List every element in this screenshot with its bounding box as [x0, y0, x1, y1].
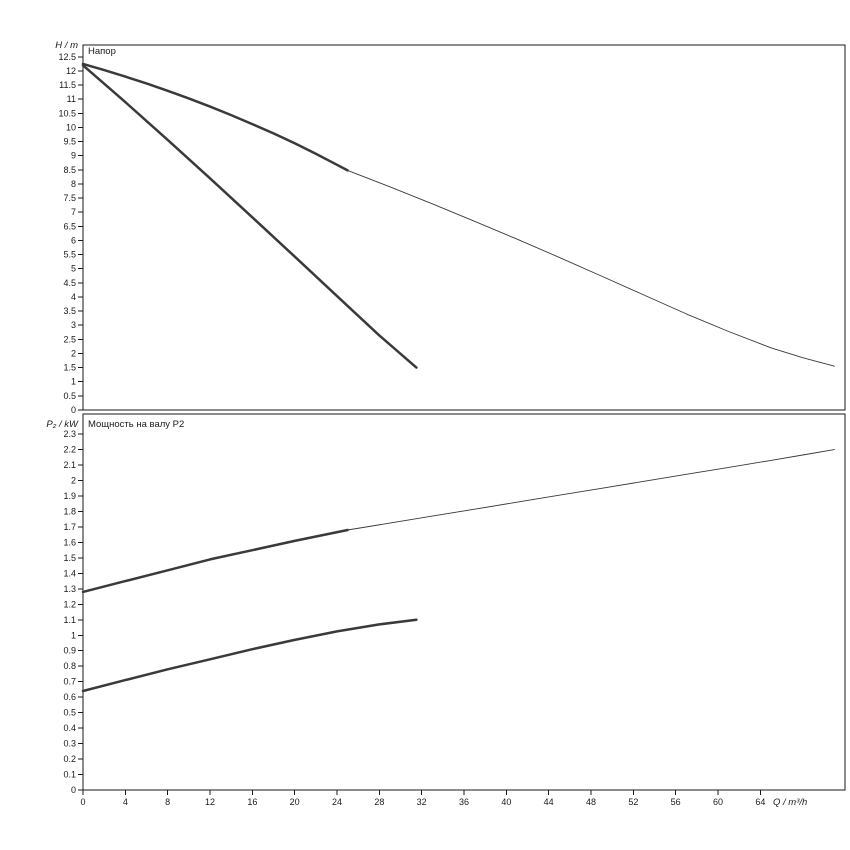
x-tick-label: 44 [544, 797, 554, 807]
power-y-tick-label: 1.1 [63, 615, 76, 625]
power-y-tick-label: 0.2 [63, 754, 76, 764]
power-y-tick-label: 1 [71, 630, 76, 640]
head-y-tick-label: 5 [71, 264, 76, 274]
power-y-tick-label: 1.2 [63, 599, 76, 609]
power-y-tick-label: 1.4 [63, 568, 76, 578]
x-tick-label: 12 [205, 797, 215, 807]
x-tick-label: 32 [417, 797, 427, 807]
x-tick-label: 40 [501, 797, 511, 807]
head-y-tick-label: 4 [71, 292, 76, 302]
head-y-tick-label: 9.5 [63, 137, 76, 147]
power-y-tick-label: 1.3 [63, 584, 76, 594]
flow-axis-unit-label: Q / m³/h [773, 797, 807, 808]
head-y-tick-label: 11.5 [59, 80, 76, 90]
power-curve-steep [81, 618, 418, 693]
power-y-tick-label: 1.9 [63, 491, 76, 501]
power-y-tick-label: 2.2 [63, 445, 76, 455]
power-y-tick-label: 2.1 [63, 460, 76, 470]
head-y-tick-label: 2 [71, 348, 76, 358]
head-y-tick-label: 6.5 [63, 221, 76, 231]
power-plot-border [82, 413, 846, 791]
head-y-tick-label: 3 [71, 320, 76, 330]
chart-layer: 00.511.522.533.544.555.566.577.588.599.5… [58, 44, 846, 807]
power-y-tick-label: 0.1 [63, 770, 76, 780]
head-y-tick-label: 2.5 [63, 334, 76, 344]
x-tick-label: 64 [755, 797, 765, 807]
head-y-tick-label: 11 [67, 94, 76, 104]
power-y-tick-label: 0.5 [63, 708, 76, 718]
x-tick-label: 36 [459, 797, 469, 807]
power-y-tick-label: 0.3 [63, 739, 76, 749]
x-tick-label: 56 [671, 797, 681, 807]
x-tick-label: 28 [374, 797, 384, 807]
power-y-tick-label: 0.4 [63, 723, 76, 733]
power-y-tick-label: 0.6 [63, 692, 76, 702]
power-axis-unit-label: P₂ / kW [46, 419, 79, 430]
power-y-tick-label: 1.6 [63, 537, 76, 547]
head-y-tick-label: 8.5 [63, 165, 76, 175]
power-curve-max-speed-solid [81, 528, 349, 594]
head-chart-title: Напор [88, 46, 116, 57]
head-y-tick-label: 8 [71, 179, 76, 189]
head-y-tick-label: 5.5 [63, 250, 76, 260]
head-y-tick-label: 12 [66, 66, 76, 76]
power-chart-title: Мощность на валу P2 [88, 419, 184, 430]
power-y-tick-label: 0 [71, 785, 76, 795]
head-y-tick-label: 0.5 [63, 391, 76, 401]
head-y-tick-label: 12.5 [58, 52, 76, 62]
power-y-tick-label: 1.5 [63, 553, 76, 563]
power-y-tick-label: 2.3 [63, 429, 76, 439]
head-y-tick-label: 9 [71, 151, 76, 161]
head-y-tick-label: 3.5 [63, 306, 76, 316]
x-tick-label: 0 [80, 797, 85, 807]
head-curve-max-speed-solid [81, 62, 349, 172]
power-y-tick-label: 2 [71, 476, 76, 486]
head-y-tick-label: 6 [71, 235, 76, 245]
head-y-tick-label: 4.5 [63, 278, 76, 288]
head-axis-unit-label: H / m [55, 40, 78, 51]
x-tick-label: 24 [332, 797, 342, 807]
x-tick-label: 8 [165, 797, 170, 807]
head-y-tick-label: 7.5 [63, 193, 76, 203]
power-y-tick-label: 1.8 [63, 506, 76, 516]
head-curve-max-speed-extension [347, 169, 835, 367]
x-tick-label: 20 [290, 797, 300, 807]
x-tick-label: 4 [123, 797, 128, 807]
head-y-tick-label: 10.5 [58, 108, 76, 118]
power-curve-max-speed-extension [347, 449, 835, 531]
head-y-tick-label: 1.5 [63, 363, 76, 373]
head-y-tick-label: 1 [71, 377, 76, 387]
power-y-tick-label: 0.9 [63, 646, 76, 656]
head-curve-steep [81, 64, 418, 369]
head-y-tick-label: 0 [71, 405, 76, 415]
power-y-tick-label: 0.8 [63, 661, 76, 671]
x-tick-label: 60 [713, 797, 723, 807]
head-plot-border [82, 44, 846, 411]
power-y-tick-label: 1.7 [63, 522, 76, 532]
power-y-tick-label: 0.7 [63, 677, 76, 687]
x-tick-label: 48 [586, 797, 596, 807]
head-y-tick-label: 10 [66, 122, 76, 132]
head-y-tick-label: 7 [71, 207, 76, 217]
x-tick-label: 16 [247, 797, 257, 807]
x-tick-label: 52 [628, 797, 638, 807]
